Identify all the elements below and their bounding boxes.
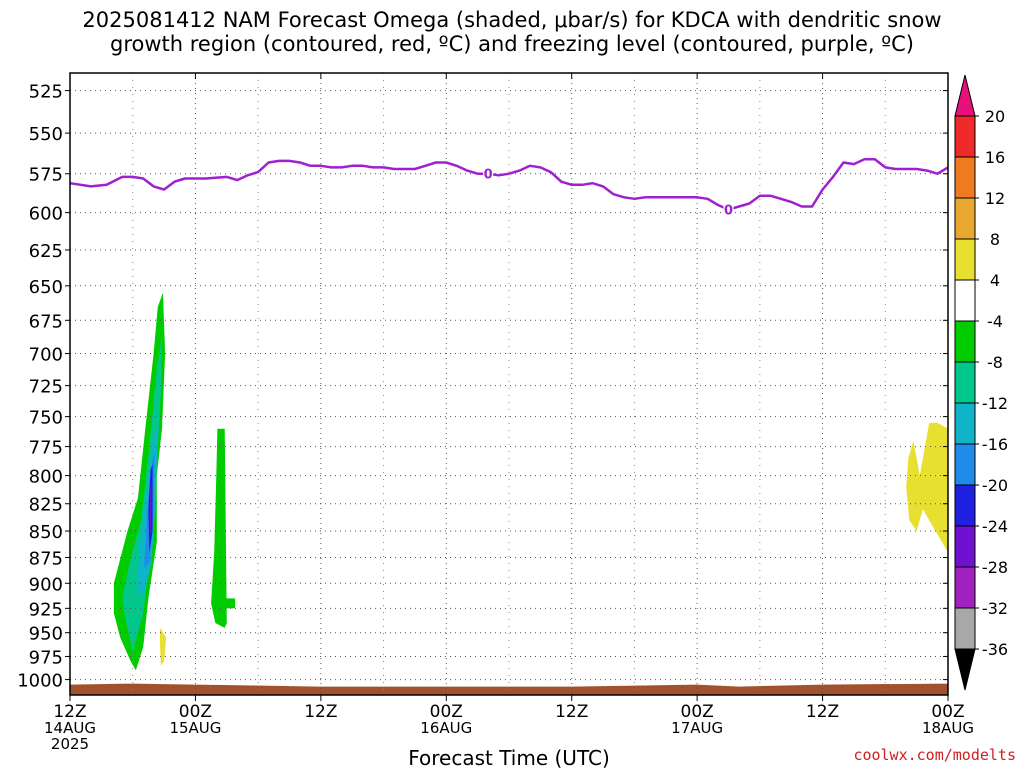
y-tick-label-975: 975 — [29, 647, 63, 668]
colorbar-swatch-2 — [954, 156, 976, 199]
y-tick-label-950: 950 — [29, 624, 63, 645]
colorbar-label-6: -8 — [987, 353, 1003, 372]
y-tick-label-750: 750 — [29, 408, 63, 429]
colorbar-label-9: -20 — [982, 476, 1008, 495]
x-tick-label-48-0: 12Z — [555, 702, 588, 722]
x-tick-label-84-1: 18AUG — [922, 719, 974, 737]
colorbar-swatch-0 — [954, 74, 976, 117]
x-tick-label-12-0: 00Z — [179, 702, 212, 722]
y-tick-label-850: 850 — [29, 522, 63, 543]
colorbar-swatch-13 — [954, 607, 976, 650]
colorbar-swatch-3 — [954, 197, 976, 240]
y-tick-label-700: 700 — [29, 345, 63, 366]
credit-text: coolwx.com/modelts — [853, 746, 1016, 764]
x-tick-label-84-0: 00Z — [931, 702, 964, 722]
colorbar-label-3: 8 — [990, 230, 1000, 249]
colorbar-swatch-14 — [954, 648, 976, 691]
colorbar-swatch-12 — [954, 566, 976, 609]
x-tick-label-60-1: 17AUG — [671, 719, 723, 737]
chart-title: 2025081412 NAM Forecast Omega (shaded, μ… — [0, 8, 1024, 56]
y-tick-label-875: 875 — [29, 549, 63, 570]
colorbar-label-10: -24 — [982, 517, 1008, 536]
axes: 525 550 575 600 625 650 675 700 725 750 775 800 825 8… — [17, 72, 974, 768]
omega-region-5 — [150, 481, 152, 537]
x-tick-label-36-1: 16AUG — [420, 719, 472, 737]
y-tick-label-650: 650 — [29, 277, 63, 298]
x-axis-label: Forecast Time (UTC) — [408, 746, 610, 768]
y-tick-label-775: 775 — [29, 438, 63, 459]
x-tick-label-0-1: 14AUG — [44, 719, 96, 737]
colorbar-swatch-4 — [954, 238, 976, 281]
colorbar-label-1: 16 — [985, 148, 1005, 167]
colorbar-swatch-8 — [954, 402, 976, 445]
y-tick-label-600: 600 — [29, 204, 63, 225]
y-tick-label-900: 900 — [29, 574, 63, 595]
x-tick-label-0-0: 12Z — [53, 702, 86, 722]
freezing-level-contour: 00 — [69, 158, 949, 219]
y-tick-label-925: 925 — [29, 599, 63, 620]
title-line-2: growth region (contoured, red, ºC) and f… — [110, 32, 914, 56]
colorbar-swatch-5 — [954, 279, 976, 322]
colorbar-swatch-7 — [954, 361, 976, 404]
freezing-label-1: 0 — [724, 204, 733, 219]
y-tick-label-800: 800 — [29, 467, 63, 488]
x-tick-label-36-0: 00Z — [430, 702, 463, 722]
colorbar-swatch-10 — [954, 484, 976, 527]
omega-region-7 — [223, 598, 236, 609]
y-tick-label-675: 675 — [29, 311, 63, 332]
omega-region-8 — [159, 627, 167, 666]
y-tick-label-625: 625 — [29, 241, 63, 262]
y-tick-label-550: 550 — [29, 124, 63, 145]
colorbar-label-11: -28 — [982, 558, 1008, 577]
colorbar-swatch-1 — [954, 115, 976, 158]
freezing-label-bg-0 — [483, 165, 494, 182]
y-tick-label-575: 575 — [29, 165, 63, 186]
colorbar-label-0: 20 — [985, 107, 1005, 126]
x-tick-label-0-2: 2025 — [51, 735, 89, 753]
colorbar-label-2: 12 — [985, 189, 1005, 208]
grid-lines — [70, 73, 948, 695]
y-tick-label-525: 525 — [29, 82, 63, 103]
colorbar-label-4: 4 — [990, 271, 1000, 290]
y-tick-label-725: 725 — [29, 377, 63, 398]
x-tick-label-12-1: 15AUG — [169, 719, 221, 737]
colorbar-label-12: -32 — [982, 599, 1008, 618]
omega-region-0 — [113, 292, 166, 671]
plot-frame — [69, 72, 949, 696]
colorbar-swatch-9 — [954, 443, 976, 486]
omega-region-1 — [122, 333, 162, 652]
x-tick-label-72-0: 12Z — [806, 702, 839, 722]
colorbar-swatch-6 — [954, 320, 976, 363]
title-line-1: 2025081412 NAM Forecast Omega (shaded, μ… — [82, 8, 942, 32]
omega-shading — [113, 292, 948, 671]
colorbar-swatch-11 — [954, 525, 976, 568]
y-tick-label-1000: 1000 — [17, 671, 63, 692]
colorbar-label-8: -16 — [982, 435, 1008, 454]
freezing-level-line — [69, 158, 949, 211]
omega-region-9 — [906, 422, 948, 553]
x-tick-label-24-0: 12Z — [304, 702, 337, 722]
omega-region-6 — [211, 428, 227, 628]
freezing-label-0: 0 — [484, 168, 493, 183]
colorbar-label-7: -12 — [982, 394, 1008, 413]
colorbar-label-5: -4 — [987, 312, 1003, 331]
y-tick-label-825: 825 — [29, 495, 63, 516]
colorbar-label-13: -36 — [982, 640, 1008, 659]
x-tick-label-60-0: 00Z — [681, 702, 714, 722]
freezing-label-bg-1 — [723, 201, 734, 218]
colorbar: 20 16 12 8 4 -4 -8 -12 -16 -20 -24 -28 -32 -36 — [954, 74, 1008, 691]
